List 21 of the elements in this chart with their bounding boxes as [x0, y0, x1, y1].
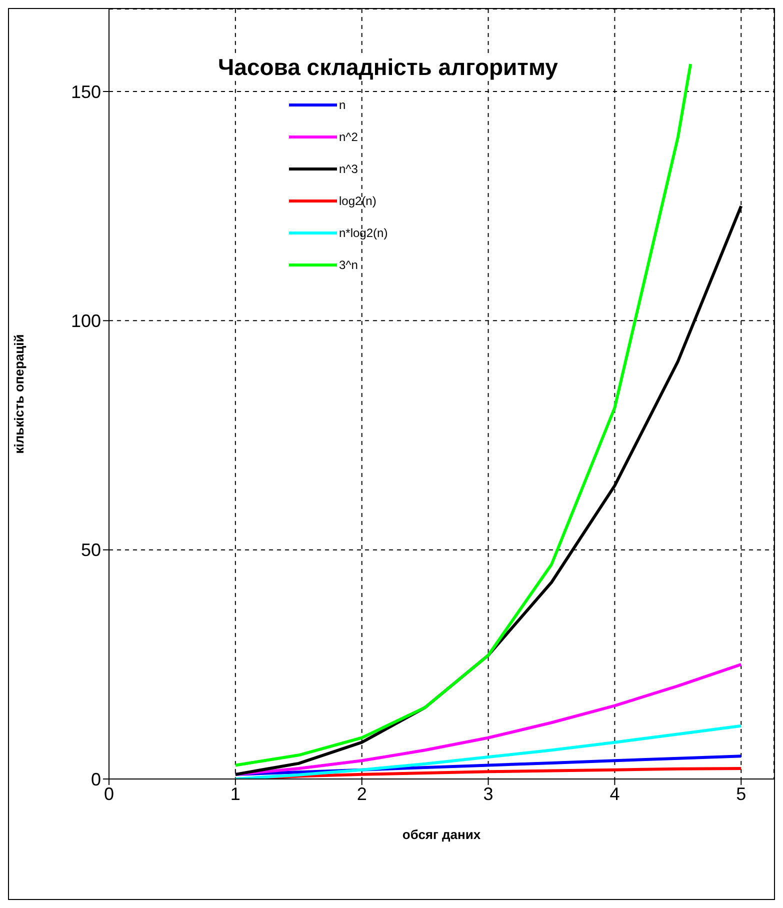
x-tick-label: 3: [483, 784, 494, 804]
legend-label: log2(n): [339, 194, 376, 208]
legend-label: n: [339, 98, 346, 112]
y-tick-label: 150: [70, 82, 101, 102]
x-axis-title: обсяг даних: [402, 827, 482, 842]
y-tick-label: 100: [70, 311, 101, 332]
line-series: [234, 662, 743, 776]
x-tick-label: 2: [356, 784, 367, 804]
y-axis-title: кількість операцій: [12, 334, 27, 454]
x-tick-label: 4: [610, 784, 620, 804]
x-tick-label: 5: [736, 784, 746, 804]
legend-label: n*log2(n): [339, 226, 388, 240]
text: Часова складність алгоритму: [214, 54, 562, 81]
y-tick-label: 0: [90, 769, 101, 790]
line-series: [234, 724, 743, 779]
x-tick-label: 1: [230, 784, 240, 804]
y-tick-label: 50: [80, 540, 101, 560]
legend-label: 3^n: [339, 258, 358, 272]
legend-label: n^3: [339, 162, 358, 176]
legend-label: n^2: [339, 130, 358, 144]
x-tick-label: 0: [104, 784, 114, 804]
